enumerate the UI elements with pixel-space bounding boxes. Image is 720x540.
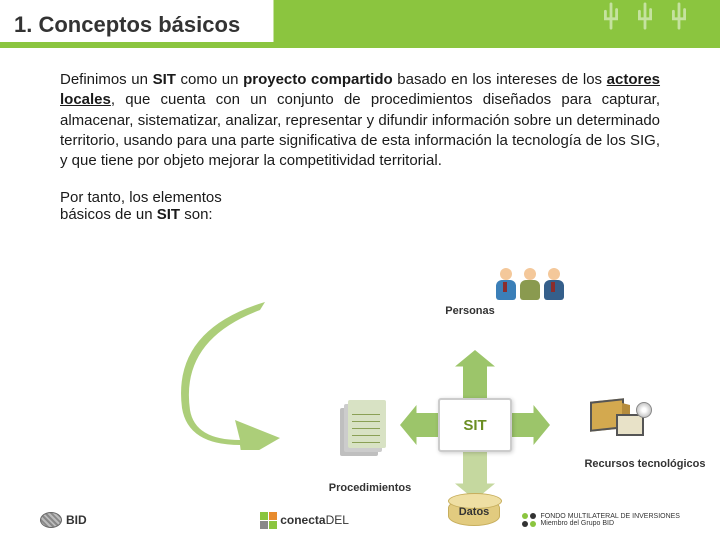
text: , que cuenta con un conjunto de procedim… [60, 91, 660, 169]
documents-icon [340, 400, 386, 458]
text: Por tanto, los elementos [60, 189, 222, 206]
bold-sit: SIT [153, 71, 176, 88]
cactus-icon [634, 2, 656, 30]
subhead: Por tanto, los elementos básicos de un S… [60, 189, 280, 223]
omin-logo: FONDO MULTILATERAL DE INVERSIONES Miembr… [522, 513, 680, 527]
squares-icon [260, 512, 277, 529]
footer: BID conectaDEL FONDO MULTILATERAL DE INV… [0, 504, 720, 540]
dots-icon [522, 513, 536, 527]
omin-line1: FONDO MULTILATERAL DE INVERSIONES [540, 513, 680, 520]
text: basado en los intereses de los [393, 71, 607, 88]
bid-text: BID [66, 513, 87, 527]
sit-center-label: SIT [438, 398, 512, 452]
sit-cross: SIT [400, 350, 550, 500]
label-procedimientos: Procedimientos [320, 482, 420, 494]
technology-icon [590, 400, 624, 430]
page-title: 1. Conceptos básicos [14, 12, 240, 38]
bid-logo: BID [40, 512, 87, 528]
text: como un [176, 71, 243, 88]
curved-arrow-icon [170, 300, 290, 450]
conectadel-logo: conectaDEL [260, 512, 349, 529]
text: conecta [280, 513, 325, 527]
globe-icon [40, 512, 62, 528]
sit-diagram: SIT Personas Datos Procedimientos Recurs… [0, 260, 720, 500]
label-personas: Personas [430, 305, 510, 317]
text: Definimos un [60, 71, 153, 88]
text: son: [180, 206, 213, 223]
arrow-south-icon [455, 445, 495, 500]
bold-sit: SIT [157, 206, 180, 223]
omin-line2: Miembro del Grupo BID [540, 520, 680, 527]
person-icon [495, 268, 517, 302]
bold-proyecto: proyecto compartido [243, 71, 393, 88]
text: DEL [326, 513, 349, 527]
text: básicos de un [60, 206, 157, 223]
person-icon [543, 268, 565, 302]
people-icon [495, 268, 565, 302]
arrow-north-icon [455, 350, 495, 405]
definition-paragraph: Definimos un SIT como un proyecto compar… [60, 70, 660, 171]
cactus-icon [600, 2, 622, 30]
header-bar: 1. Conceptos básicos [0, 0, 720, 48]
person-icon [519, 268, 541, 302]
label-recursos: Recursos tecnológicos [575, 458, 715, 470]
header-decoration [600, 2, 690, 30]
cactus-icon [668, 2, 690, 30]
